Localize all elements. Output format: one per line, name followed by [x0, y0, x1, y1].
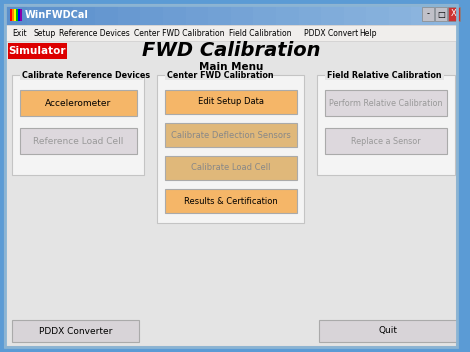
Bar [165, 156, 297, 180]
Bar [12, 320, 140, 342]
Bar [319, 320, 457, 342]
Bar [186, 5, 209, 25]
Bar [20, 90, 136, 116]
Bar [165, 90, 297, 114]
Bar [298, 5, 322, 25]
Bar [276, 5, 299, 25]
Bar [165, 189, 297, 213]
Bar [208, 5, 232, 25]
Text: Field Relative Calibration: Field Relative Calibration [327, 70, 442, 80]
Bar [28, 5, 51, 25]
Bar [321, 5, 345, 25]
Text: Reference Load Cell: Reference Load Cell [33, 137, 123, 145]
Text: Setup: Setup [33, 29, 55, 38]
Text: Perform Relative Calibration: Perform Relative Calibration [329, 99, 443, 107]
Bar [325, 90, 447, 116]
Bar [448, 7, 460, 21]
Text: X: X [451, 10, 456, 19]
Bar [411, 5, 435, 25]
Text: FWD Calibration: FWD Calibration [141, 42, 320, 61]
Text: Center FWD Calibration: Center FWD Calibration [167, 70, 274, 80]
Text: PDDX Convert: PDDX Convert [305, 29, 359, 38]
Text: □: □ [437, 10, 445, 19]
Bar [18, 9, 20, 21]
Bar [165, 70, 266, 80]
Bar [231, 5, 254, 25]
Bar [157, 75, 305, 223]
Bar [73, 5, 96, 25]
Bar [20, 9, 22, 21]
Bar [12, 9, 14, 21]
Text: Results & Certification: Results & Certification [184, 196, 278, 206]
Bar [366, 5, 390, 25]
Text: WinFWDCal: WinFWDCal [24, 10, 88, 20]
Bar [20, 70, 143, 80]
Text: Accelerometer: Accelerometer [45, 99, 111, 107]
Text: Main Menu: Main Menu [199, 62, 263, 72]
Bar [141, 5, 164, 25]
Bar [118, 5, 141, 25]
Bar [8, 43, 67, 59]
Text: Simulator: Simulator [8, 46, 66, 56]
Text: Edit Setup Data: Edit Setup Data [198, 98, 264, 107]
Bar [435, 7, 447, 21]
Bar [434, 5, 458, 25]
Text: Calibrate Reference Devices: Calibrate Reference Devices [22, 70, 150, 80]
Text: Calibrate Load Cell: Calibrate Load Cell [191, 163, 271, 172]
Bar [325, 70, 444, 80]
Bar [325, 128, 447, 154]
Text: Field Calibration: Field Calibration [229, 29, 292, 38]
Bar [253, 5, 277, 25]
Bar [14, 9, 16, 21]
Text: Calibrate Deflection Sensors: Calibrate Deflection Sensors [171, 131, 291, 139]
Text: Center FWD Calibration: Center FWD Calibration [134, 29, 224, 38]
Text: Help: Help [359, 29, 376, 38]
Text: -: - [427, 10, 430, 19]
Bar [50, 5, 74, 25]
Bar [317, 75, 454, 175]
Bar [422, 7, 434, 21]
Bar [20, 128, 136, 154]
Bar [10, 9, 12, 21]
Bar [5, 25, 457, 41]
Bar [389, 5, 413, 25]
Text: Exit: Exit [12, 29, 26, 38]
Bar [16, 9, 18, 21]
Bar [165, 123, 297, 147]
Bar [163, 5, 187, 25]
Text: Replace a Sensor: Replace a Sensor [351, 137, 421, 145]
Bar [5, 5, 29, 25]
Text: PDDX Converter: PDDX Converter [39, 327, 112, 335]
Bar [95, 5, 119, 25]
Text: Reference Devices: Reference Devices [59, 29, 129, 38]
Text: Quit: Quit [378, 327, 398, 335]
Bar [12, 75, 144, 175]
Bar [344, 5, 367, 25]
